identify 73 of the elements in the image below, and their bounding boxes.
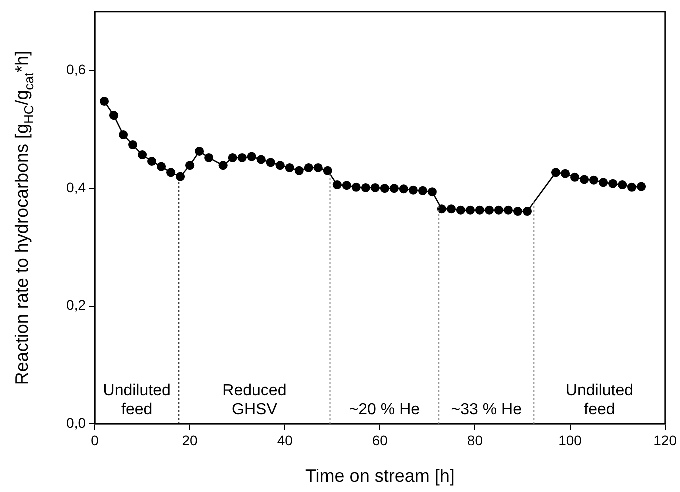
point <box>138 150 148 160</box>
point <box>332 180 342 190</box>
point <box>418 186 428 196</box>
x-tick-label: 20 <box>182 432 198 448</box>
point <box>437 204 446 214</box>
point <box>204 153 214 162</box>
point <box>608 179 618 188</box>
x-tick-label: 60 <box>372 432 388 448</box>
x-tick-label: 120 <box>654 432 678 448</box>
point <box>628 182 637 192</box>
point <box>408 186 418 195</box>
point <box>119 130 128 140</box>
point <box>285 163 294 172</box>
point <box>618 180 628 190</box>
y-tick-label: 0,2 <box>66 297 86 314</box>
point <box>475 206 484 215</box>
annotation: Undiluted feed <box>566 382 634 418</box>
point <box>380 184 390 194</box>
point <box>128 140 138 150</box>
point <box>428 188 437 197</box>
point <box>561 169 570 178</box>
point <box>580 175 590 184</box>
x-tick-label: 80 <box>467 432 484 448</box>
annotation: Reduced GHSV <box>222 382 287 418</box>
y-tick-label: 0,6 <box>66 62 86 78</box>
y-axis-title: Reaction rate to hydrocarbons [gHC/gcat*h] <box>12 50 36 386</box>
point <box>323 166 332 176</box>
x-tick-label: 100 <box>558 432 582 448</box>
point <box>157 162 166 172</box>
point <box>504 206 513 215</box>
x-tick-label: 0 <box>91 432 100 448</box>
y-tick-label: 0,0 <box>66 414 86 431</box>
annotation: ~33 % He <box>451 401 522 418</box>
point <box>570 172 580 182</box>
point <box>276 161 285 170</box>
point <box>590 176 599 185</box>
point <box>370 183 380 192</box>
point <box>294 166 304 176</box>
annotation: Undiluted feed <box>103 382 171 418</box>
point <box>176 172 186 182</box>
point <box>399 184 408 194</box>
point <box>100 96 110 106</box>
point <box>314 163 323 172</box>
point <box>247 152 256 162</box>
point <box>361 183 370 192</box>
point <box>599 178 608 188</box>
point <box>148 156 157 166</box>
point <box>195 146 204 156</box>
point <box>637 182 646 192</box>
point <box>218 161 228 170</box>
point <box>552 168 561 178</box>
point <box>456 206 466 215</box>
point <box>238 153 247 162</box>
point <box>304 163 314 172</box>
point <box>522 207 532 216</box>
point <box>390 184 399 194</box>
x-tick-label: 40 <box>277 432 294 448</box>
point <box>342 181 352 190</box>
point <box>484 206 494 215</box>
point <box>446 204 456 214</box>
x-axis-title: Time on stream [h] <box>305 466 455 486</box>
point <box>256 155 266 164</box>
point <box>266 158 276 168</box>
point <box>466 206 475 215</box>
point <box>513 207 522 216</box>
point <box>166 168 176 178</box>
point <box>494 206 504 215</box>
point <box>228 153 238 162</box>
point <box>186 161 195 170</box>
annotation: ~20 % He <box>349 401 420 418</box>
point <box>352 182 361 192</box>
y-tick-label: 0,4 <box>66 179 86 196</box>
point <box>110 111 119 120</box>
